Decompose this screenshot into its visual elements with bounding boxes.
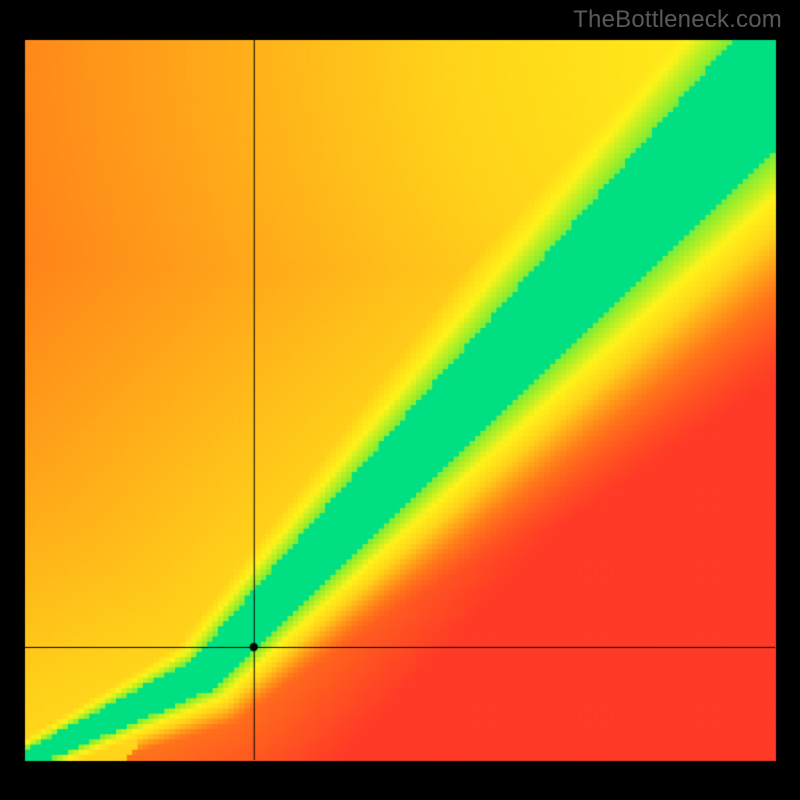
figure-container: TheBottleneck.com — [0, 0, 800, 800]
bottleneck-heatmap-canvas — [0, 0, 800, 800]
watermark-label: TheBottleneck.com — [573, 6, 782, 34]
